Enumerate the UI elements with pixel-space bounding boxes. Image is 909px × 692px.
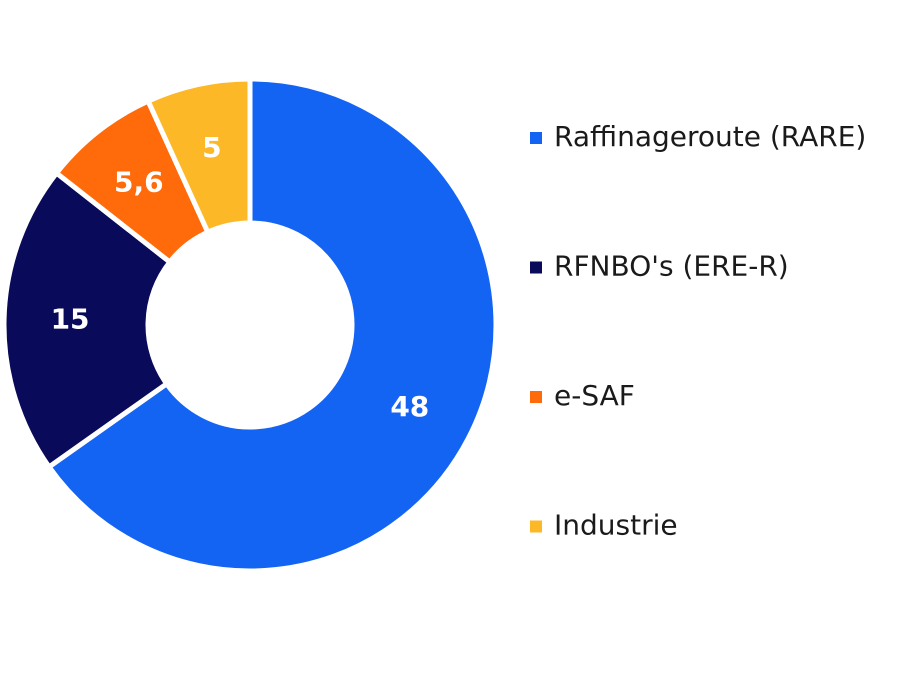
legend-label: Industrie	[554, 509, 678, 542]
legend-swatch	[530, 261, 542, 274]
value-label: 15	[51, 302, 90, 335]
legend-swatch	[530, 520, 542, 533]
slice	[144, 76, 253, 236]
slice	[1, 169, 174, 471]
legend-label: Raffinageroute (RARE)	[554, 120, 866, 153]
slice	[45, 76, 499, 574]
legend-swatch	[530, 132, 542, 144]
value-label: 5	[202, 131, 221, 164]
legend-label: RFNBO's (ERE-R)	[554, 250, 789, 283]
legend-swatch	[530, 391, 542, 403]
value-label: 5,6	[114, 165, 164, 198]
value-label: 48	[390, 390, 429, 423]
legend-label: e-SAF	[554, 379, 635, 412]
